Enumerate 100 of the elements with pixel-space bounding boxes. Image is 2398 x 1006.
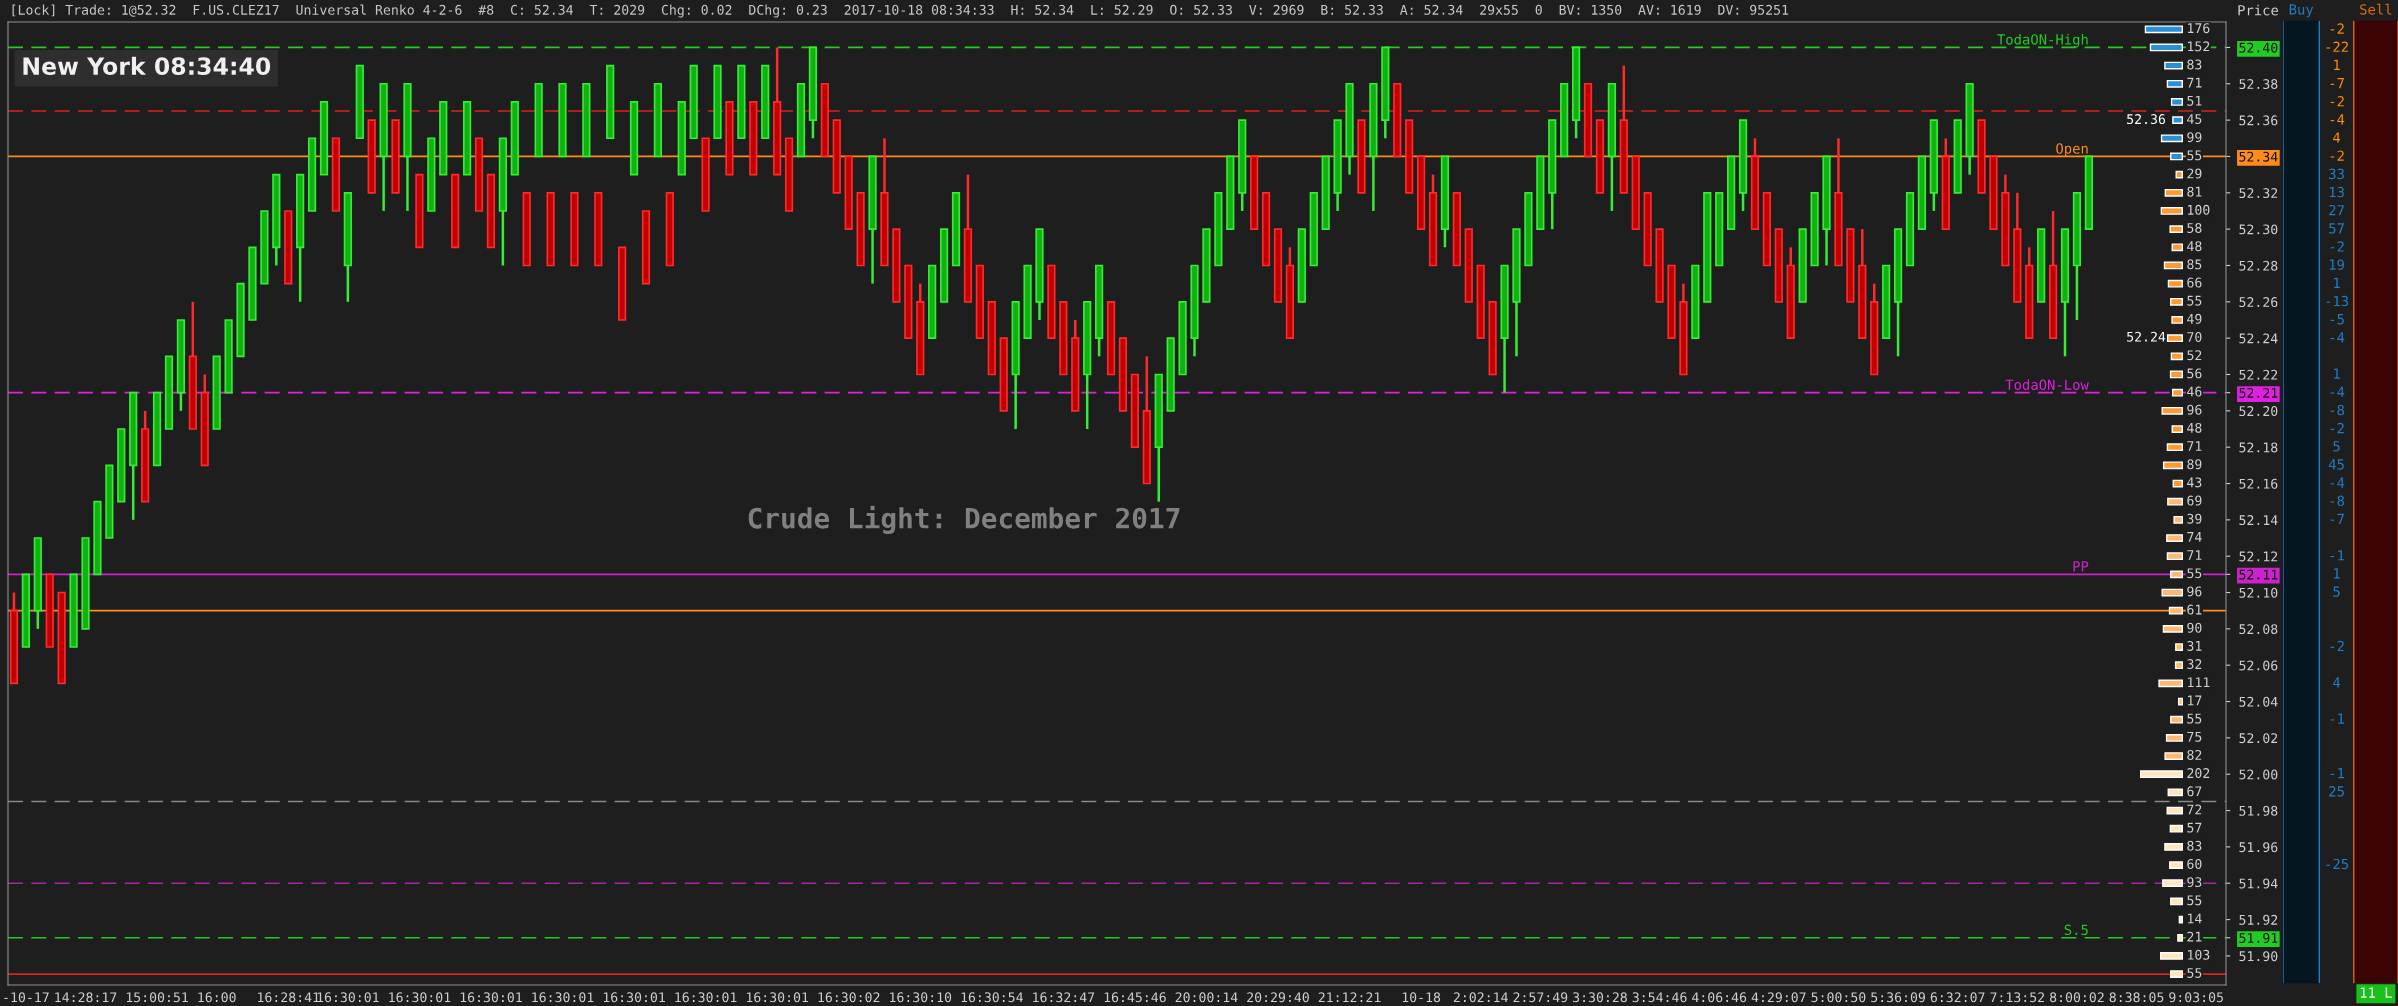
data-label: 93: [2187, 877, 2202, 888]
data-label: 96: [2187, 404, 2202, 415]
bar: [2169, 861, 2183, 869]
bar: [2169, 370, 2183, 379]
x-tick-label: 6:32:07: [1930, 992, 1985, 1003]
y-tick-label: 52.06: [2239, 660, 2278, 671]
annotation: 52.36: [2127, 114, 2166, 125]
data-label: 55: [2187, 895, 2202, 906]
data-label: 66: [2187, 277, 2202, 288]
y-tick-label: 52.26: [2239, 297, 2278, 308]
data-label: 89: [2187, 459, 2202, 470]
bar: [2168, 606, 2183, 615]
data-label: 81: [2187, 186, 2202, 197]
data-label: 103: [2188, 949, 2210, 960]
y-tick-label: 52.12: [2239, 551, 2278, 562]
bar: [2149, 43, 2183, 52]
x-tick-label: 16:30:54: [961, 992, 1023, 1003]
y-tick-label: 52.40: [2239, 42, 2278, 53]
bar: [2160, 207, 2183, 215]
text: -2: [2330, 150, 2344, 161]
data-label: 83: [2187, 59, 2202, 70]
y-tick-label: 52.28: [2239, 260, 2278, 271]
bar: [2162, 879, 2183, 888]
data-label: 74: [2187, 532, 2202, 542]
x-tick-label: 16:30:01: [532, 992, 594, 1003]
bar: [2140, 770, 2183, 779]
data-label: 45: [2187, 114, 2202, 124]
text: -4: [2330, 477, 2345, 488]
data-label: 29: [2187, 168, 2202, 179]
x-tick-label: 10-18: [1402, 992, 1441, 1003]
bar: [2166, 552, 2183, 561]
text: 19: [2329, 259, 2344, 270]
bar: [2170, 715, 2183, 724]
text: 27: [2329, 204, 2344, 216]
bar: [2170, 352, 2183, 361]
y-tick-label: 52.14: [2239, 515, 2278, 526]
bar: [2166, 334, 2183, 343]
bar: [2163, 261, 2183, 270]
bar: [2170, 152, 2183, 161]
bar: [2170, 897, 2183, 906]
text: -2: [2330, 640, 2344, 652]
x-tick-label: 8:00:02: [2049, 992, 2104, 1003]
bar: [2144, 25, 2183, 34]
data-label: 32: [2187, 659, 2202, 670]
text: 1: [2334, 368, 2340, 379]
text: Buy: [2289, 4, 2314, 18]
data-label: 176: [2188, 23, 2210, 34]
bar: [2167, 279, 2183, 288]
y-tick-label: 51.98: [2239, 805, 2278, 816]
text: -4: [2330, 332, 2345, 343]
data-label: 99: [2187, 132, 2202, 143]
x-tick-label: 3:30:28: [1573, 992, 1627, 1003]
text: -5: [2330, 314, 2344, 325]
text: 4: [2333, 677, 2341, 688]
data-label: 39: [2187, 513, 2202, 524]
data-label: 55: [2187, 568, 2202, 579]
bar: [2175, 170, 2183, 179]
bar: [2170, 98, 2183, 106]
bar: [2164, 61, 2183, 70]
bar: [2162, 461, 2183, 470]
data-label: 71: [2187, 77, 2202, 88]
text: -1: [2330, 550, 2344, 561]
x-tick-label: 16:45:46: [1104, 992, 1166, 1003]
y-tick-label: 51.90: [2239, 951, 2278, 962]
data-label: 152: [2188, 41, 2210, 52]
bar: [2172, 116, 2183, 124]
bar: [2174, 661, 2183, 670]
bar: [2164, 752, 2183, 760]
y-tick-label: 52.32: [2239, 188, 2278, 199]
text: -8: [2330, 404, 2345, 416]
y-tick-label: 52.00: [2239, 769, 2278, 780]
text: Sell: [2360, 3, 2392, 15]
y-tick-label: 52.10: [2239, 587, 2278, 598]
bar: [2175, 643, 2183, 651]
bar: [2160, 952, 2183, 960]
ref-line-label: TodaON-High: [1997, 33, 2088, 48]
bar: [2171, 316, 2183, 324]
chart-title: [Lock] Trade: 1@52.32 F.US.CLEZ17 Universal Renko 4-2-6 #8 C: 52.34 T: 2029 Chg: 0.02 DChg: 0.23 2017-10-18 08:34:33 H: 52.34 L: 52.29 O: 52.33 V: 2969 B: 52.33 A: 52.34 29x55 0 BV: 1350 AV: 1619 DV: 95251: [12, 4, 1789, 18]
data-label: 17: [2188, 695, 2202, 706]
data-label: 21: [2187, 931, 2202, 942]
data-label: 100: [2188, 204, 2210, 215]
y-axis-title: Price: [2238, 4, 2279, 16]
bar: [2161, 406, 2183, 415]
x-tick-label: 21:12:21: [1318, 992, 1381, 1003]
x-tick-label: 7:13:52: [1990, 992, 2044, 1003]
x-tick-label: 16:32:47: [1033, 992, 1095, 1003]
y-tick-label: 51.91: [2239, 933, 2278, 943]
data-label: 14: [2188, 913, 2202, 924]
data-label: 55: [2187, 713, 2202, 724]
text: 11 L: [2360, 987, 2392, 998]
text: -4: [2330, 386, 2345, 397]
y-tick-label: 51.96: [2239, 842, 2278, 853]
text: -7: [2330, 78, 2344, 89]
data-label: 56: [2187, 368, 2202, 379]
data-label: 43: [2187, 477, 2202, 488]
y-tick-label: 52.22: [2239, 369, 2278, 380]
data-label: 61: [2187, 604, 2202, 615]
y-tick-label: 52.04: [2239, 696, 2278, 707]
data-label: 57: [2187, 822, 2202, 833]
x-tick-label: 16:30:10: [890, 992, 952, 1003]
